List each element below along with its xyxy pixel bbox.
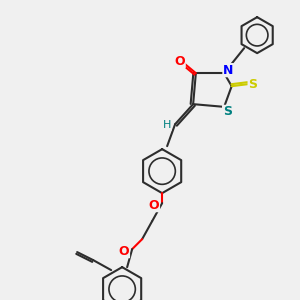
Text: H: H — [163, 120, 171, 130]
Text: O: O — [149, 199, 160, 212]
Text: N: N — [223, 64, 233, 76]
Text: S: S — [248, 78, 257, 91]
Text: O: O — [119, 244, 130, 258]
Text: O: O — [175, 55, 185, 68]
Text: S: S — [223, 105, 232, 119]
